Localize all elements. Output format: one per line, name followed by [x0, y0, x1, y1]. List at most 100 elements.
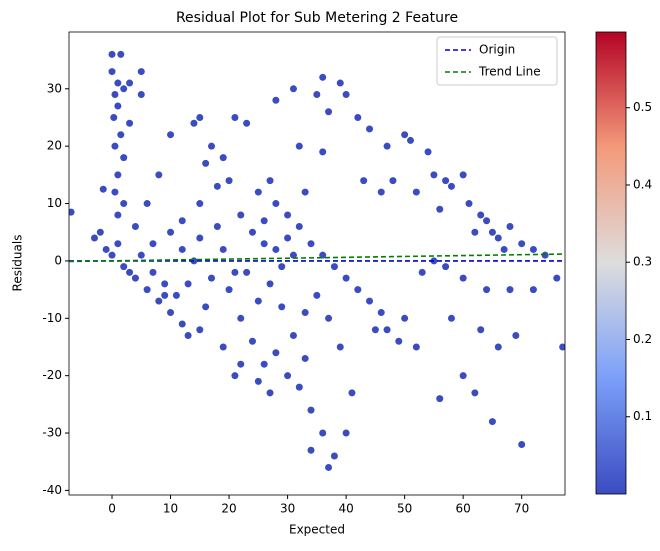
point [126, 268, 134, 276]
colorbar-tick-label: 0.4 [633, 177, 652, 191]
legend-label: Trend Line [478, 65, 541, 79]
point [237, 314, 245, 322]
point [418, 268, 426, 276]
point [167, 228, 175, 236]
point [114, 211, 122, 219]
point [319, 429, 327, 437]
point [518, 441, 526, 449]
point [483, 286, 491, 294]
point [120, 85, 128, 93]
point [213, 182, 221, 190]
point [167, 131, 175, 139]
y-tick-label: 0 [54, 253, 62, 267]
point [178, 320, 186, 328]
point [377, 309, 385, 317]
point [342, 274, 350, 282]
point [295, 383, 303, 391]
point [319, 148, 327, 156]
point [108, 251, 116, 259]
point [284, 372, 292, 380]
point [278, 263, 286, 271]
colorbar-tick-label: 0.5 [633, 100, 652, 114]
point [126, 119, 134, 127]
point [371, 326, 379, 334]
point [301, 354, 309, 362]
x-tick-label: 30 [280, 502, 295, 516]
point [131, 222, 139, 230]
point [412, 188, 420, 196]
point [529, 245, 537, 253]
point [69, 208, 75, 216]
point [465, 200, 473, 208]
point [541, 251, 549, 259]
point [120, 154, 128, 162]
y-tick-label: -30 [42, 426, 62, 440]
point [126, 79, 134, 87]
point [184, 332, 192, 340]
point [184, 280, 192, 288]
point [114, 171, 122, 179]
point [424, 148, 432, 156]
point [307, 446, 315, 454]
x-tick-label: 20 [221, 502, 236, 516]
point [313, 291, 321, 299]
chart-title: Residual Plot for Sub Metering 2 Feature [176, 10, 458, 26]
point [325, 314, 333, 322]
point [278, 303, 286, 311]
point [117, 50, 125, 58]
point [248, 337, 256, 345]
point [442, 177, 450, 185]
point [289, 332, 297, 340]
point [202, 159, 210, 167]
point [360, 177, 368, 185]
point [178, 245, 186, 253]
point [243, 119, 251, 127]
point [325, 463, 333, 471]
point [167, 309, 175, 317]
point [266, 389, 274, 397]
point [149, 268, 157, 276]
point [330, 263, 338, 271]
point [231, 113, 239, 121]
point [436, 395, 444, 403]
point [319, 73, 327, 81]
point [342, 429, 350, 437]
point [161, 291, 169, 299]
point [260, 217, 268, 225]
point [120, 263, 128, 271]
point [90, 234, 98, 242]
point [155, 297, 163, 305]
point [248, 228, 256, 236]
point [196, 234, 204, 242]
point [483, 217, 491, 225]
point [366, 125, 374, 133]
point [108, 68, 116, 76]
point [506, 286, 514, 294]
x-tick-label: 60 [456, 502, 471, 516]
point [559, 343, 565, 351]
point [110, 113, 118, 121]
point [477, 211, 485, 219]
point [102, 245, 110, 253]
series-line [69, 253, 565, 263]
point [111, 91, 119, 99]
point [401, 131, 409, 139]
point [477, 326, 485, 334]
point [284, 211, 292, 219]
point [553, 274, 561, 282]
point [447, 182, 455, 190]
point [178, 217, 186, 225]
point [114, 79, 122, 87]
point [99, 185, 107, 193]
point [172, 291, 180, 299]
point [295, 142, 303, 150]
point [111, 142, 119, 150]
point [202, 303, 210, 311]
point [395, 337, 403, 345]
point [260, 360, 268, 368]
point [108, 50, 116, 58]
point [336, 79, 344, 87]
point [219, 154, 227, 162]
point [137, 68, 145, 76]
y-tick-label: 10 [47, 196, 62, 210]
